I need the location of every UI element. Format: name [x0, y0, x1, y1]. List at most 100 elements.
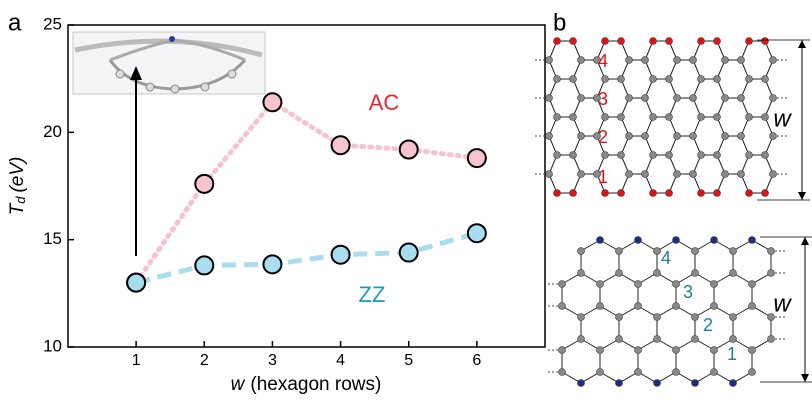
atom	[692, 270, 699, 277]
atom	[711, 347, 718, 354]
atom	[559, 369, 566, 376]
atom	[602, 76, 609, 83]
row-label: 1	[727, 344, 737, 364]
atom	[578, 314, 585, 321]
atom	[692, 380, 699, 387]
atom	[770, 133, 777, 140]
data-point	[400, 244, 418, 262]
atom	[692, 248, 699, 255]
atom	[770, 57, 777, 64]
data-point	[332, 246, 350, 264]
atom	[635, 369, 642, 376]
atom	[749, 369, 756, 376]
atom	[618, 114, 625, 121]
x-label-text: (hexagon rows)	[250, 374, 381, 395]
data-point	[400, 141, 418, 159]
atom	[770, 95, 777, 102]
atom	[762, 76, 769, 83]
atom	[554, 190, 561, 197]
atom	[674, 57, 681, 64]
atom	[722, 95, 729, 102]
arrow-head	[798, 192, 806, 200]
atom	[673, 347, 680, 354]
y-tick-label: 25	[43, 14, 62, 33]
atom	[578, 270, 585, 277]
atom	[770, 171, 777, 178]
x-tick-label: 3	[268, 352, 277, 369]
atom	[559, 347, 566, 354]
x-tick-label: 2	[200, 352, 209, 369]
atom	[690, 171, 697, 178]
row-label: 2	[703, 315, 713, 335]
atom	[570, 114, 577, 121]
atom	[626, 171, 633, 178]
series-label: AC	[369, 90, 400, 115]
atom	[642, 57, 649, 64]
atom	[554, 114, 561, 121]
atom	[690, 133, 697, 140]
atom	[650, 76, 657, 83]
atom	[654, 270, 661, 277]
atom	[654, 380, 661, 387]
row-label: 3	[598, 89, 608, 109]
atom	[597, 369, 604, 376]
atom	[674, 133, 681, 140]
atom	[618, 190, 625, 197]
atom	[650, 190, 657, 197]
x-tick-label: 1	[132, 352, 141, 369]
atom	[714, 190, 721, 197]
atom	[578, 248, 585, 255]
atom	[738, 133, 745, 140]
atom	[711, 237, 718, 244]
atom	[570, 190, 577, 197]
atom	[642, 133, 649, 140]
atom	[602, 190, 609, 197]
atom	[578, 171, 585, 178]
y-label-unit: (eV)	[7, 157, 28, 193]
atom	[711, 369, 718, 376]
atom	[762, 114, 769, 121]
atom	[698, 190, 705, 197]
data-point	[263, 93, 281, 111]
atom	[597, 303, 604, 310]
atom	[602, 152, 609, 159]
y-tick-label: 20	[43, 122, 62, 141]
atom	[714, 38, 721, 45]
row-label: 2	[598, 127, 608, 147]
atom	[714, 114, 721, 121]
atom	[546, 95, 553, 102]
atom	[570, 152, 577, 159]
x-label-var: w	[231, 374, 246, 395]
atom	[650, 114, 657, 121]
atom	[722, 171, 729, 178]
atom	[666, 114, 673, 121]
atom	[674, 171, 681, 178]
atom	[746, 114, 753, 121]
atom	[698, 76, 705, 83]
atom	[762, 38, 769, 45]
atom	[730, 270, 737, 277]
atom	[698, 114, 705, 121]
atom	[749, 237, 756, 244]
row-label: 4	[661, 248, 671, 268]
atom	[730, 314, 737, 321]
atom	[692, 336, 699, 343]
atom	[618, 38, 625, 45]
atom	[738, 95, 745, 102]
arrow-head	[801, 374, 809, 382]
figure: a b Td(eV) w(hexagon rows) 1015202512345…	[0, 0, 812, 403]
atom	[768, 336, 775, 343]
atom	[749, 281, 756, 288]
atom	[690, 95, 697, 102]
atom	[666, 76, 673, 83]
atom	[690, 57, 697, 64]
atom	[602, 38, 609, 45]
data-point	[468, 149, 486, 167]
atom	[554, 152, 561, 159]
atom	[738, 57, 745, 64]
atom	[635, 281, 642, 288]
data-point	[127, 274, 145, 292]
atom	[730, 248, 737, 255]
atom	[616, 336, 623, 343]
series-label: ZZ	[359, 282, 386, 307]
